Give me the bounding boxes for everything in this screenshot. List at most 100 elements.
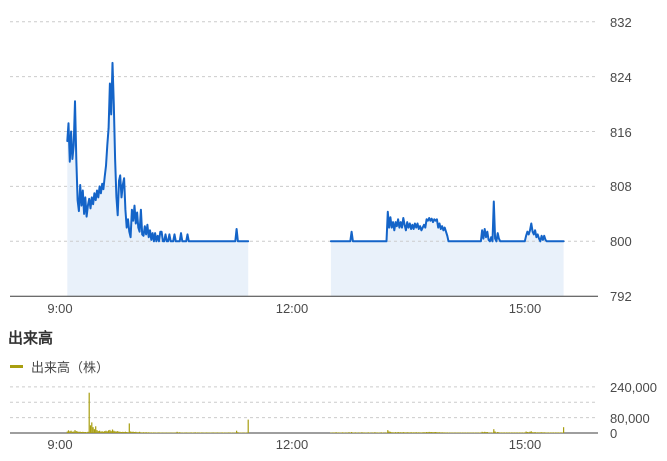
volume-bar: [99, 430, 101, 433]
volume-bar: [500, 432, 503, 433]
volume-bar: [401, 432, 403, 433]
volume-bar: [106, 431, 108, 433]
volume-bar: [446, 432, 448, 433]
volume-x-axis-label: 9:00: [47, 437, 73, 452]
volume-bar: [526, 432, 528, 433]
volume-bar: [419, 432, 421, 433]
volume-bar: [104, 431, 106, 433]
volume-bar: [388, 431, 390, 433]
volume-bar: [122, 431, 124, 433]
volume-bar: [473, 432, 475, 433]
volume-bar: [247, 419, 249, 433]
price-x-axis-label: 12:00: [275, 301, 309, 316]
volume-bar: [427, 432, 429, 433]
volume-bar: [387, 430, 389, 433]
volume-bar: [495, 432, 497, 433]
price-line: [66, 61, 250, 243]
price-area-fill: [67, 62, 249, 297]
volume-bar: [481, 431, 483, 433]
volume-bar: [365, 432, 367, 433]
volume-bar: [411, 432, 413, 433]
volume-bar: [552, 432, 554, 433]
volume-bar: [79, 431, 81, 433]
volume-bar: [494, 431, 496, 433]
volume-bar: [124, 431, 126, 433]
volume-bar: [380, 432, 382, 433]
volume-y-axis-label: 240,000: [610, 380, 657, 395]
volume-bar: [522, 432, 525, 433]
volume-legend-dash-icon: [10, 365, 23, 368]
volume-bar: [512, 432, 514, 433]
volume-bar: [233, 432, 235, 433]
price-y-axis-label: 824: [610, 70, 632, 85]
volume-bar: [153, 432, 155, 433]
volume-bar: [429, 432, 431, 433]
volume-bar: [135, 431, 137, 433]
volume-bar: [516, 432, 518, 433]
volume-bar: [142, 432, 145, 433]
volume-bar: [95, 426, 97, 433]
volume-bar: [506, 432, 508, 433]
volume-bar: [418, 432, 420, 433]
volume-bar: [479, 432, 481, 433]
volume-bar: [420, 432, 422, 433]
volume-bar: [435, 432, 437, 433]
volume-bar: [93, 429, 95, 433]
volume-bar: [367, 432, 369, 433]
volume-bar: [115, 431, 117, 433]
volume-bar: [223, 432, 225, 433]
volume-bar: [400, 432, 402, 433]
volume-bar: [491, 432, 494, 433]
volume-bar: [139, 431, 141, 433]
volume-bar: [533, 432, 535, 433]
volume-bar: [101, 431, 103, 433]
volume-bar: [345, 432, 347, 433]
volume-bar: [78, 431, 80, 433]
volume-bar: [410, 432, 412, 433]
volume-bar: [525, 431, 527, 433]
volume-bar: [397, 432, 399, 433]
volume-bar: [546, 432, 548, 433]
volume-bar: [482, 432, 484, 433]
volume-bar: [113, 430, 115, 433]
volume-bar: [389, 431, 391, 433]
volume-bar: [416, 432, 419, 433]
volume-bar: [437, 432, 439, 433]
volume-bar: [361, 432, 363, 433]
volume-bar: [201, 432, 203, 433]
volume-bar: [183, 432, 185, 433]
volume-bar: [502, 432, 504, 433]
volume-bar: [100, 431, 102, 433]
volume-bar: [87, 431, 89, 433]
price-y-axis-label: 832: [610, 15, 632, 30]
volume-bar: [144, 432, 146, 433]
volume-legend: 出来高（株）: [10, 357, 109, 376]
volume-bar: [471, 432, 473, 433]
volume-bar: [212, 432, 214, 433]
volume-bar: [407, 432, 410, 433]
volume-bar: [488, 432, 490, 433]
volume-bar: [185, 432, 187, 433]
volume-bar: [521, 432, 523, 433]
volume-bar: [445, 432, 447, 433]
volume-bar: [393, 432, 395, 433]
volume-bar: [180, 432, 182, 433]
volume-bar: [163, 432, 165, 433]
volume-bar: [338, 432, 340, 433]
volume-bar: [476, 432, 478, 433]
price-line: [329, 200, 565, 243]
volume-bar: [352, 432, 354, 433]
price-x-axis-label: 15:00: [508, 301, 542, 316]
volume-bar: [553, 432, 556, 433]
volume-bar: [146, 432, 148, 433]
volume-bar: [529, 431, 531, 433]
volume-bar: [176, 431, 178, 433]
volume-bar: [343, 432, 345, 433]
volume-bar: [71, 431, 73, 433]
volume-bar: [342, 432, 344, 433]
volume-bar: [404, 432, 406, 433]
volume-bar: [428, 431, 430, 433]
volume-bar: [117, 431, 119, 433]
volume-x-axis-label: 12:00: [275, 437, 309, 452]
price-x-axis-label: 9:00: [47, 301, 73, 316]
